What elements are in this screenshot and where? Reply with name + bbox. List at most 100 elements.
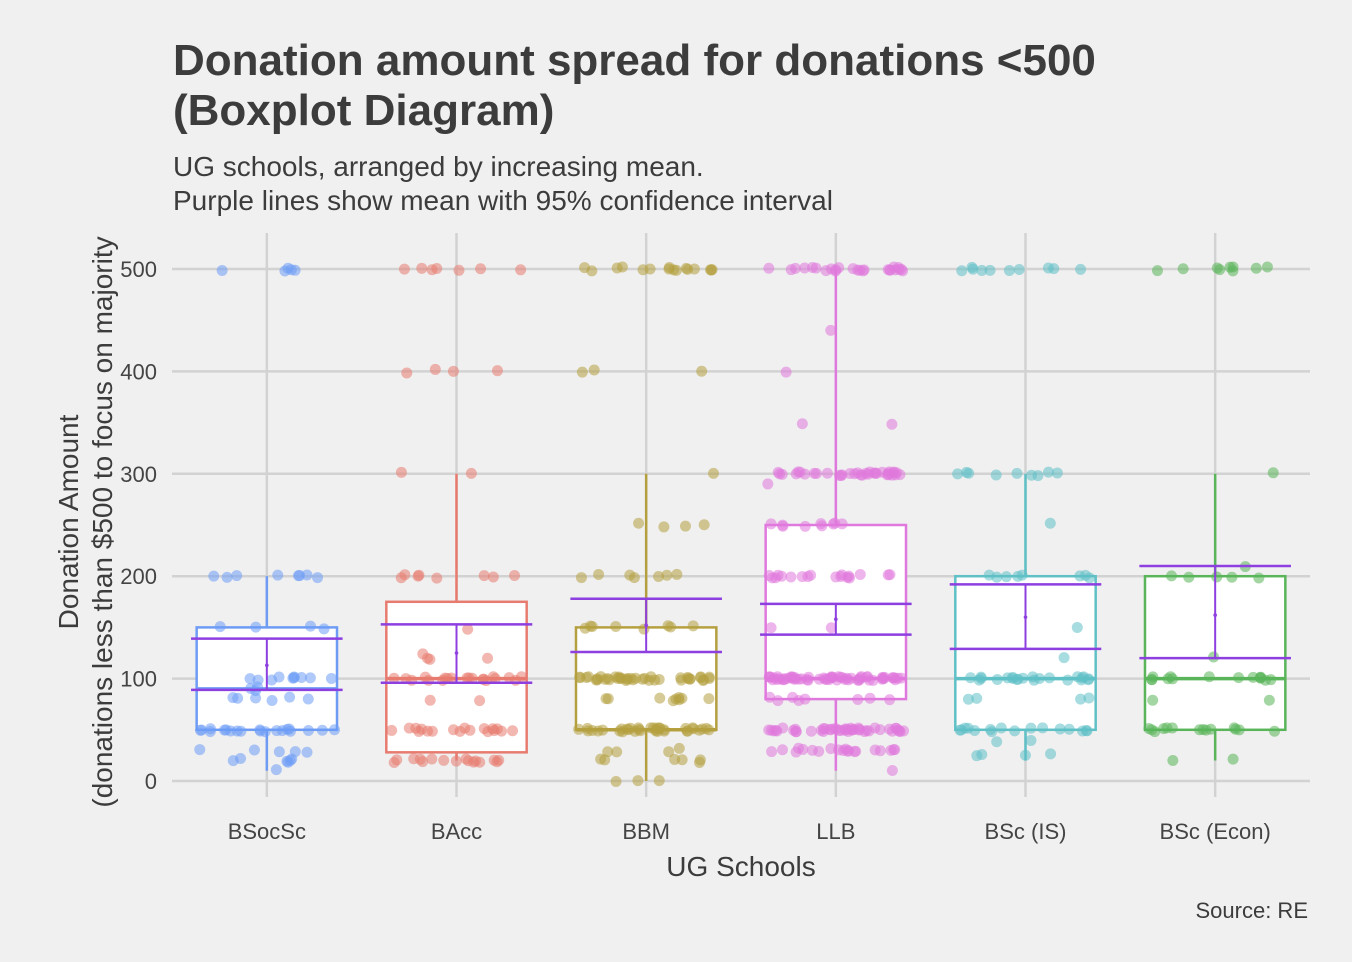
- data-point: [669, 753, 681, 765]
- data-point: [416, 262, 428, 274]
- data-point: [465, 467, 477, 479]
- data-point: [1017, 672, 1029, 684]
- data-point: [854, 568, 866, 580]
- data-point: [474, 695, 486, 707]
- data-point: [789, 723, 801, 735]
- data-point: [792, 466, 804, 478]
- data-point: [1054, 723, 1066, 735]
- data-point: [952, 468, 964, 480]
- data-point: [1044, 517, 1056, 529]
- y-tick-labels: 0 100 200 300 400 500: [120, 257, 157, 794]
- data-point: [825, 743, 837, 755]
- data-point: [1211, 571, 1223, 583]
- data-point: [816, 520, 828, 532]
- plot-area: [191, 261, 1291, 788]
- data-point: [421, 652, 433, 664]
- data-point: [302, 693, 314, 705]
- data-point: [439, 672, 451, 684]
- data-point: [969, 724, 981, 736]
- data-point: [1009, 725, 1021, 737]
- data-point: [695, 671, 707, 683]
- y-axis-title-line-1: Donation Amount: [53, 414, 84, 629]
- data-point: [273, 746, 285, 758]
- data-point: [803, 671, 815, 683]
- data-point: [288, 672, 300, 684]
- x-tick-labels: BSocSc BAcc BBM LLB BSc (IS) BSc (Econ): [228, 819, 1271, 844]
- data-point: [447, 365, 459, 377]
- data-point: [254, 725, 266, 737]
- data-point: [785, 571, 797, 583]
- data-point: [284, 725, 296, 737]
- data-point: [1226, 571, 1238, 583]
- data-point: [984, 264, 996, 276]
- data-point: [292, 570, 304, 582]
- data-point: [703, 671, 715, 683]
- data-point: [426, 753, 438, 765]
- data-point: [696, 365, 708, 377]
- chart-title-line-1: Donation amount spread for donations <50…: [173, 36, 1096, 85]
- x-tick-label: BBM: [622, 819, 670, 844]
- data-point: [671, 568, 683, 580]
- data-point: [450, 755, 462, 767]
- data-point: [703, 693, 715, 705]
- data-point: [273, 671, 285, 683]
- data-point: [698, 519, 710, 531]
- data-point: [772, 466, 784, 478]
- data-point: [883, 466, 895, 478]
- data-point: [573, 723, 585, 735]
- data-point: [1227, 753, 1239, 765]
- data-point: [1143, 723, 1155, 735]
- grid-lines: [172, 233, 1310, 797]
- data-point: [1147, 694, 1159, 706]
- mean-point: [1023, 615, 1028, 619]
- data-point: [1025, 722, 1037, 734]
- data-point: [802, 571, 814, 583]
- y-tick-label: 200: [120, 564, 157, 589]
- data-point: [616, 261, 628, 273]
- data-point: [429, 363, 441, 375]
- data-point: [867, 674, 879, 686]
- data-point: [852, 693, 864, 705]
- data-point: [448, 724, 460, 736]
- data-point: [1003, 264, 1015, 276]
- data-point: [1028, 674, 1040, 686]
- data-point: [679, 520, 691, 532]
- data-point: [395, 466, 407, 478]
- data-point: [966, 261, 978, 273]
- data-point: [633, 724, 645, 736]
- data-point: [818, 672, 830, 684]
- data-point: [884, 569, 896, 581]
- data-point: [663, 746, 675, 758]
- data-point: [632, 775, 644, 787]
- data-point: [663, 263, 675, 275]
- data-point: [1075, 693, 1087, 705]
- data-point: [271, 725, 283, 737]
- data-point: [231, 570, 243, 582]
- data-point: [250, 621, 262, 633]
- data-point: [985, 723, 997, 735]
- data-point: [194, 724, 206, 736]
- data-point: [475, 263, 487, 275]
- data-point: [593, 569, 605, 581]
- data-point: [438, 754, 450, 766]
- data-point: [796, 418, 808, 430]
- x-tick-label: BSc (Econ): [1160, 819, 1271, 844]
- data-point: [1183, 571, 1195, 583]
- series-group: [1139, 261, 1291, 766]
- data-point: [1261, 261, 1273, 273]
- data-point: [491, 365, 503, 377]
- data-point: [316, 724, 328, 736]
- data-point: [995, 722, 1007, 734]
- data-point: [1074, 570, 1086, 582]
- data-point: [833, 262, 845, 274]
- chart-caption: Source: RE: [1196, 898, 1309, 923]
- data-point: [650, 723, 662, 735]
- data-point: [707, 467, 719, 479]
- data-point: [398, 263, 410, 275]
- data-point: [576, 366, 588, 378]
- data-point: [762, 478, 774, 490]
- data-point: [487, 723, 499, 735]
- data-point: [1045, 748, 1057, 760]
